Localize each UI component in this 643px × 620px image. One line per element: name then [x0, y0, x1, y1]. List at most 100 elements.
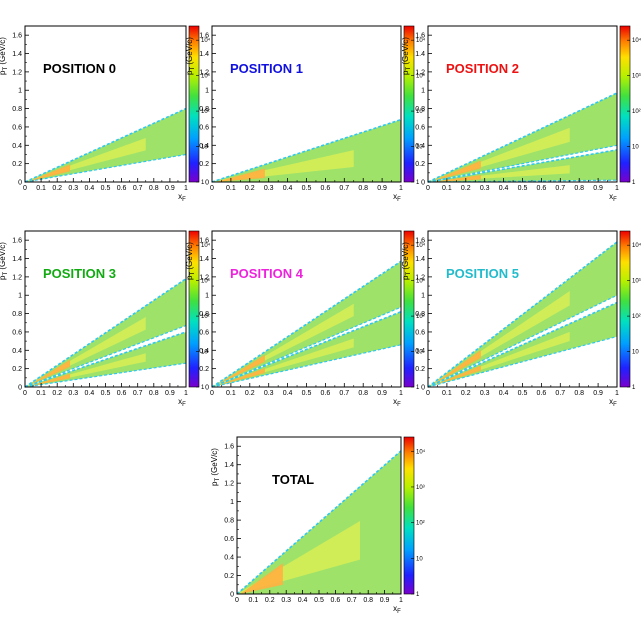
colorbar-tick-label: 1	[632, 180, 636, 186]
band-0	[428, 242, 617, 387]
y-tick-label: 0.6	[12, 329, 22, 336]
band-0-hot	[215, 168, 265, 182]
y-tick-label: 0.6	[12, 124, 22, 131]
x-tick-label: 0	[235, 597, 239, 604]
x-tick-label: 0.3	[480, 185, 490, 192]
x-tick-label: 0.9	[380, 597, 390, 604]
band-0-upper-edge	[236, 450, 402, 595]
x-tick-label: 0.1	[249, 597, 259, 604]
band-1-hot	[431, 174, 481, 182]
x-tick-label: 0.7	[347, 597, 357, 604]
x-tick-label: 0.7	[339, 390, 349, 397]
y-tick-label: 1.4	[12, 256, 22, 263]
y-tick-label: 0.2	[12, 161, 22, 168]
panel-title: POSITION 2	[446, 61, 519, 76]
x-axis-label: xF	[393, 397, 401, 408]
colorbar-tick-label: 10²	[632, 109, 641, 115]
colorbar-tick-label: 10²	[201, 314, 210, 320]
y-tick-label: 0.2	[12, 366, 22, 373]
x-tick-label: 0.5	[302, 390, 312, 397]
y-tick-label: 1	[205, 88, 209, 95]
y-tick-label: 1	[205, 293, 209, 300]
x-axis-label: xF	[393, 192, 401, 203]
band-0-hot	[28, 164, 71, 182]
y-tick-label: 1.4	[415, 51, 425, 58]
x-tick-label: 0.4	[499, 390, 509, 397]
x-tick-label: 0.5	[101, 185, 111, 192]
x-tick-label: 0.7	[555, 390, 565, 397]
panel-position-0: 0 0.1 0.2 0.3 0.4 0.5 0.6 0.7 0.8 0.9 100.20.40.60…	[0, 25, 211, 203]
colorbar-tick-label: 10²	[416, 109, 425, 115]
y-tick-label: 0	[230, 592, 234, 599]
band-1-core	[25, 353, 146, 387]
band-0-hot	[431, 160, 481, 182]
panel-title: POSITION 3	[43, 266, 116, 281]
y-axis-label: pT (GeV/c)	[401, 242, 412, 280]
x-tick-label: 0	[23, 185, 27, 192]
colorbar-tick-label: 10³	[632, 74, 641, 80]
colorbar	[403, 25, 415, 183]
colorbar-tick-label: 10³	[416, 485, 425, 491]
colorbar-tick-label: 10⁴	[416, 242, 426, 249]
colorbar-tick-label: 10	[416, 556, 423, 562]
colorbar	[188, 230, 200, 388]
x-tick-label: 0.8	[149, 390, 159, 397]
x-tick-label: 0.9	[165, 390, 175, 397]
y-tick-label: 1.2	[224, 481, 234, 488]
band-1-hot	[28, 373, 71, 387]
x-tick-label: 0.6	[321, 185, 331, 192]
panel-title: POSITION 4	[230, 266, 304, 281]
y-tick-label: 0	[421, 385, 425, 392]
y-tick-label: 0.2	[415, 161, 425, 168]
y-tick-label: 1.4	[415, 256, 425, 263]
y-tick-label: 0.8	[12, 106, 22, 113]
y-tick-label: 1.6	[12, 33, 22, 40]
x-tick-label: 0.5	[302, 185, 312, 192]
y-tick-label: 0.8	[415, 311, 425, 318]
colorbar-tick-label: 1	[201, 385, 205, 391]
x-tick-label: 0.6	[537, 390, 547, 397]
x-tick-label: 0.3	[264, 390, 274, 397]
band-0-lower-edge	[211, 306, 402, 388]
x-tick-label: 0.2	[245, 185, 255, 192]
x-tick-label: 0.1	[36, 390, 46, 397]
x-tick-label: 0.4	[499, 185, 509, 192]
colorbar-tick-label: 10	[416, 350, 423, 356]
y-tick-label: 0.6	[415, 124, 425, 131]
colorbar-tick-label: 10³	[416, 279, 425, 285]
y-tick-label: 1	[421, 293, 425, 300]
band-0-hot	[240, 563, 283, 594]
y-tick-label: 0.2	[224, 573, 234, 580]
y-tick-label: 1.2	[415, 69, 425, 76]
x-tick-label: 0.3	[480, 390, 490, 397]
x-tick-label: 0.3	[264, 185, 274, 192]
colorbar-tick-label: 10	[201, 145, 208, 151]
x-tick-label: 0.2	[265, 597, 275, 604]
x-tick-label: 0.6	[331, 597, 341, 604]
y-tick-label: 1.6	[12, 238, 22, 245]
x-tick-label: 0.3	[281, 597, 291, 604]
colorbar-tick-label: 10³	[632, 279, 641, 285]
y-tick-label: 1	[18, 88, 22, 95]
y-tick-label: 0.4	[415, 143, 425, 150]
x-axis-label: xF	[178, 192, 186, 203]
panel-title: POSITION 0	[43, 61, 116, 76]
x-tick-label: 1	[615, 390, 619, 397]
x-tick-label: 0	[23, 390, 27, 397]
x-tick-label: 0.9	[593, 390, 603, 397]
y-tick-label: 0.8	[415, 106, 425, 113]
x-tick-label: 0.5	[518, 185, 528, 192]
colorbar-tick-label: 10⁴	[632, 242, 642, 249]
y-tick-label: 1.2	[415, 274, 425, 281]
x-tick-label: 0.2	[245, 390, 255, 397]
y-tick-label: 0	[18, 385, 22, 392]
x-tick-label: 0.3	[68, 185, 78, 192]
y-tick-label: 0.4	[12, 143, 22, 150]
y-axis-label: pT (GeV/c)	[185, 242, 196, 280]
x-axis-label: xF	[178, 397, 186, 408]
y-tick-label: 0.2	[415, 366, 425, 373]
y-axis-label: pT (GeV/c)	[0, 37, 9, 75]
panel-total: 0 0.1 0.2 0.3 0.4 0.5 0.6 0.7 0.8 0.9 100.20.40.60…	[210, 436, 426, 615]
plot-area	[428, 231, 617, 387]
